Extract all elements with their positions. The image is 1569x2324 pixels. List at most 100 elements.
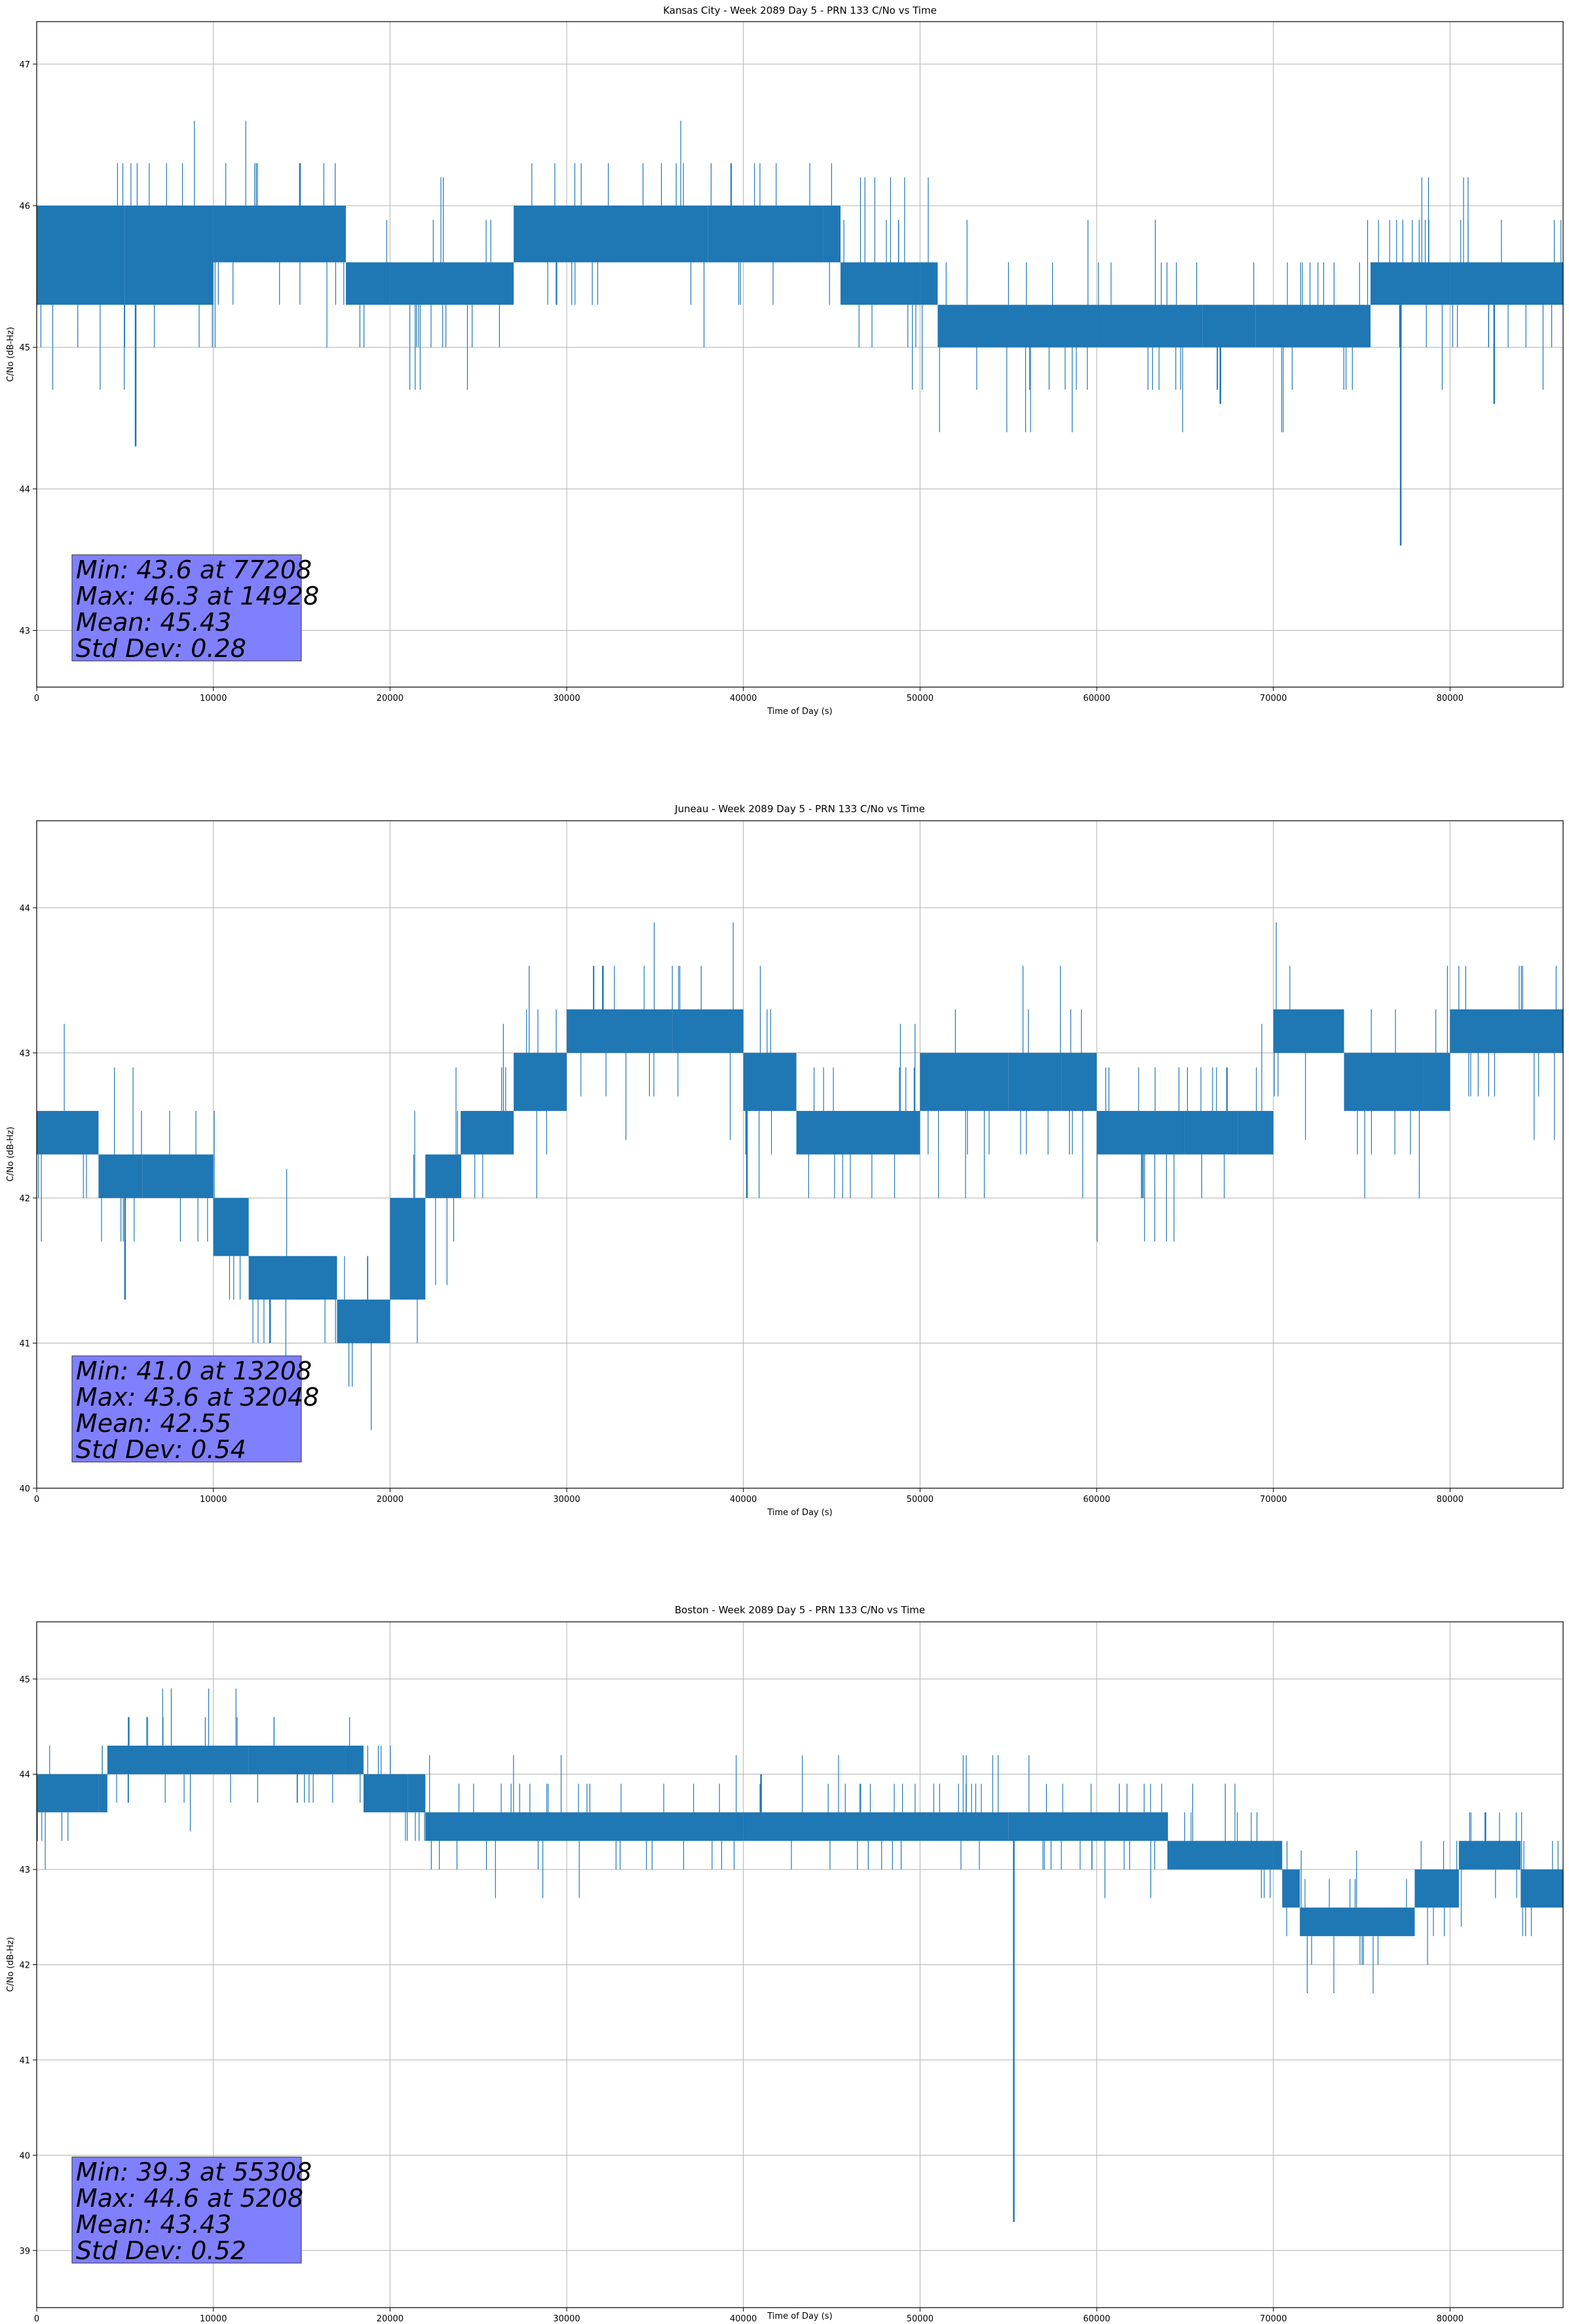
- x-tick-label: 0: [34, 694, 39, 703]
- data-band: [823, 206, 841, 263]
- data-band: [345, 1746, 364, 1774]
- panel-kansas-city: Kansas City - Week 2089 Day 5 - PRN 133 …: [6, 5, 1564, 717]
- y-tick-label: 43: [19, 1049, 30, 1059]
- data-band: [425, 1154, 461, 1198]
- data-band: [248, 1746, 346, 1774]
- y-tick-label: 43: [19, 627, 30, 637]
- data-band: [1423, 1053, 1450, 1112]
- data-band: [672, 1009, 744, 1053]
- x-tick-label: 30000: [553, 2314, 580, 2324]
- x-tick-label: 40000: [730, 1495, 757, 1505]
- stats-line: Max: 44.6 at 5208: [76, 2184, 303, 2213]
- x-tick-label: 80000: [1437, 2314, 1464, 2324]
- y-tick-label: 40: [19, 2151, 30, 2161]
- data-band: [1344, 1053, 1424, 1112]
- plot-frame: [36, 820, 1564, 1489]
- data-band: [37, 1111, 99, 1155]
- data-band: [213, 1197, 249, 1256]
- data-band: [567, 1009, 673, 1053]
- stats-line: Std Dev: 0.28: [76, 634, 246, 663]
- data-band: [1405, 1907, 1415, 1936]
- y-tick-label: 40: [19, 1484, 30, 1494]
- y-axis-label: C/No (dB-Hz): [6, 1937, 16, 1992]
- data-band: [796, 1111, 867, 1155]
- data-band: [743, 1053, 797, 1112]
- x-tick-label: 40000: [730, 694, 757, 703]
- data-band: [1202, 305, 1256, 348]
- data-band: [461, 1111, 514, 1155]
- stats-line: Std Dev: 0.52: [76, 2236, 246, 2265]
- x-tick-label: 30000: [553, 1495, 580, 1505]
- stats-line: Min: 39.3 at 55308: [76, 2158, 312, 2186]
- y-tick-label: 44: [19, 1771, 30, 1780]
- data-band: [1061, 1053, 1097, 1112]
- x-tick-label: 20000: [377, 694, 404, 703]
- y-tick-label: 45: [19, 343, 30, 353]
- y-axis-label: C/No (dB-Hz): [6, 327, 16, 382]
- y-tick-label: 42: [19, 1961, 30, 1971]
- stats-line: Mean: 45.43: [76, 608, 231, 637]
- data-band: [867, 1111, 920, 1155]
- stats-box: [71, 554, 302, 662]
- panel-juneau: Juneau - Week 2089 Day 5 - PRN 133 C/No …: [6, 803, 1564, 1518]
- chart-title: Boston - Week 2089 Day 5 - PRN 133 C/No …: [675, 1604, 925, 1616]
- data-band: [743, 1812, 1009, 1841]
- data-band: [1008, 1053, 1062, 1112]
- data-band: [1282, 1869, 1300, 1908]
- x-axis-label: Time of Day (s): [766, 1508, 832, 1518]
- data-band: [310, 1256, 337, 1300]
- data-band: [920, 1053, 1009, 1112]
- data-band: [1167, 1841, 1274, 1870]
- x-tick-label: 60000: [1083, 2314, 1110, 2324]
- x-tick-label: 40000: [730, 2314, 757, 2324]
- data-band: [142, 1154, 214, 1198]
- x-tick-label: 20000: [377, 1495, 404, 1505]
- chart-title: Kansas City - Week 2089 Day 5 - PRN 133 …: [663, 5, 937, 16]
- data-band: [37, 1774, 99, 1812]
- data-band: [1255, 305, 1371, 348]
- stats-line: Min: 43.6 at 77208: [76, 555, 312, 584]
- x-axis-label: Time of Day (s): [766, 707, 832, 717]
- data-band: [1008, 1812, 1132, 1841]
- data-band: [920, 262, 938, 305]
- data-band: [248, 1256, 311, 1300]
- x-axis-label: Time of Day (s): [766, 2312, 832, 2321]
- data-band: [1097, 305, 1203, 348]
- stats-line: Mean: 43.43: [76, 2210, 231, 2239]
- plot-frame: [36, 21, 1564, 688]
- x-tick-label: 70000: [1260, 694, 1287, 703]
- chart-title: Juneau - Week 2089 Day 5 - PRN 133 C/No …: [674, 803, 925, 815]
- data-band: [425, 1812, 744, 1841]
- y-tick-label: 44: [19, 904, 30, 914]
- y-axis-label: C/No (dB-Hz): [6, 1127, 16, 1182]
- data-band: [1131, 1812, 1167, 1841]
- data-band: [1273, 1841, 1283, 1870]
- y-tick-label: 42: [19, 1194, 30, 1204]
- data-band: [363, 1774, 408, 1812]
- data-band: [98, 1774, 107, 1812]
- x-tick-label: 70000: [1260, 1495, 1287, 1505]
- y-tick-label: 46: [19, 202, 30, 212]
- data-band: [1371, 262, 1450, 305]
- data-band: [1300, 1907, 1406, 1936]
- data-band: [390, 262, 514, 305]
- data-band: [1184, 1111, 1238, 1155]
- data-series: [37, 1688, 1563, 2222]
- data-band: [1458, 1841, 1521, 1870]
- stats-box: [71, 1355, 302, 1463]
- data-series: [37, 922, 1563, 1431]
- x-tick-label: 10000: [200, 694, 227, 703]
- x-tick-label: 50000: [907, 1495, 934, 1505]
- data-band: [937, 305, 1097, 348]
- data-band: [1097, 1111, 1185, 1155]
- x-tick-label: 30000: [553, 694, 580, 703]
- data-band: [1414, 1869, 1459, 1908]
- stats-line: Std Dev: 0.54: [76, 1435, 246, 1464]
- y-tick-label: 44: [19, 485, 30, 495]
- y-tick-label: 43: [19, 1865, 30, 1875]
- data-band: [1273, 1009, 1344, 1053]
- x-tick-label: 80000: [1437, 1495, 1464, 1505]
- y-tick-label: 45: [19, 1675, 30, 1685]
- x-tick-label: 80000: [1437, 694, 1464, 703]
